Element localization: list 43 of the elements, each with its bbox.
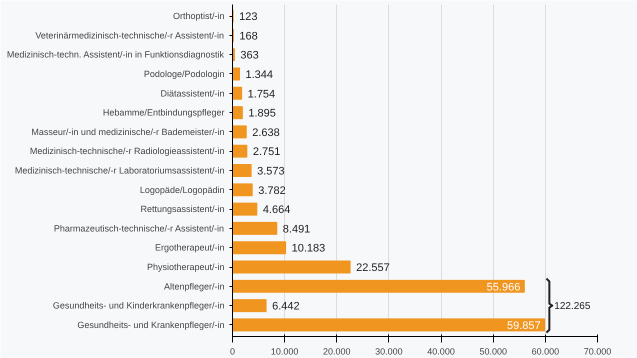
data-label: 22.557 [356, 262, 390, 274]
y-tick-label: Gesundheits- und Krankenpfleger/-in [77, 320, 225, 330]
annotation: 122.265 [554, 301, 591, 312]
x-tick-label: 40.000 [427, 346, 455, 356]
x-tick-label: 30.000 [375, 346, 403, 356]
x-tick-label: 60.000 [532, 346, 560, 356]
data-label: 6.442 [272, 300, 300, 313]
x-tick-label: 0 [230, 346, 236, 356]
data-label: 59.857 [506, 320, 541, 332]
y-tick-label: Rettungsassistent/-in [140, 204, 225, 214]
data-label: 2.751 [252, 146, 280, 158]
data-label: 8.491 [282, 223, 310, 236]
data-label: 55.966 [486, 281, 520, 294]
x-tick-label: 50.000 [479, 346, 507, 356]
y-tick-label: Physiotherapeut/-in [146, 262, 224, 272]
y-tick-label: Logopäde/Logopädin [140, 184, 225, 195]
data-label: 3.782 [258, 184, 286, 197]
data-label: 2.638 [252, 126, 280, 139]
y-tick-label: Podologe/Podologin [144, 68, 225, 79]
data-label: 4.664 [262, 204, 290, 216]
y-tick-label: Diätassistent/-in [160, 88, 225, 98]
y-tick-label: Hebamme/Entbindungspfleger [102, 108, 225, 118]
y-tick-label: Altenpfleger/-in [164, 281, 225, 292]
y-tick-label: Pharmazeutisch-technische/-r Assistent/-in [54, 223, 224, 234]
data-label: 1.344 [246, 68, 274, 81]
y-tick-label: Gesundheits- und Kinderkrankenpfleger/-in [52, 300, 225, 311]
y-tick-label: Medizinisch-technische/-r Laboratoriumsassistent/-in [14, 166, 225, 176]
data-label: 3.573 [257, 166, 285, 178]
y-tick-label: Veterinärmedizinisch-technische/-r Assistent/-in [35, 30, 224, 40]
y-tick-label: Masseur/-in und medizinische/-r Bademeister/-in [31, 126, 225, 137]
data-label: 168 [239, 30, 258, 42]
y-tick-label: Ergotherapeut/-in [154, 242, 225, 253]
data-label: 123 [239, 11, 258, 24]
data-label: 1.754 [248, 88, 276, 100]
y-tick-label: Orthoptist/-in [172, 11, 225, 22]
data-label: 10.183 [292, 242, 326, 255]
data-label: 1.895 [248, 108, 276, 120]
x-tick-label: 70.000 [584, 346, 612, 356]
x-tick-label: 10.000 [270, 346, 298, 356]
y-tick-label: Medizinisch-techn. Assistent/-in in Funktionsdiagnostik [6, 50, 225, 60]
y-tick-label: Medizinisch-technische/-r Radiologieassistent/-in [30, 146, 225, 156]
data-label: 363 [240, 50, 259, 62]
x-tick-label: 20.000 [323, 346, 351, 356]
